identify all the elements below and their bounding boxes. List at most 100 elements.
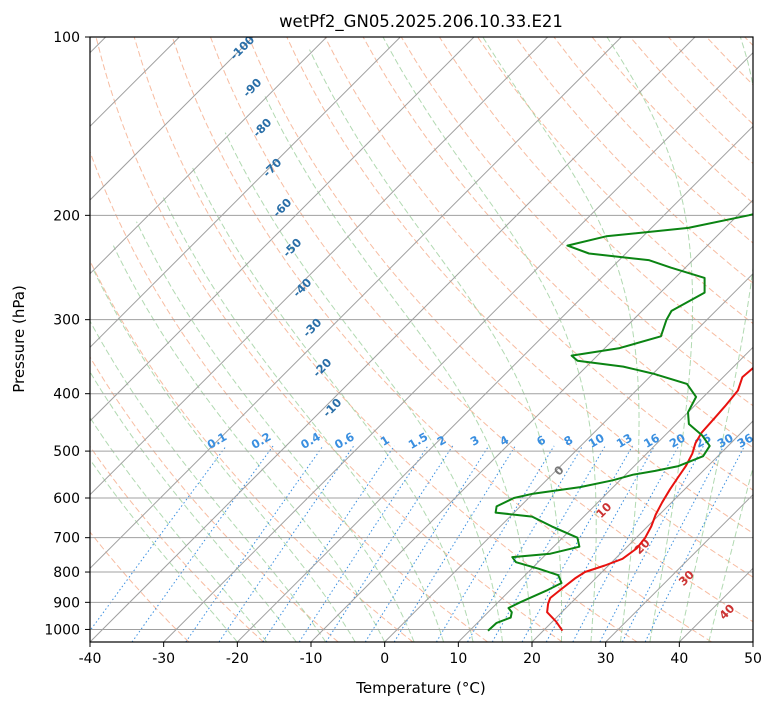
y-tick-label: 300	[53, 313, 80, 329]
moist-adiabat-line	[678, 37, 753, 642]
mixing-ratio-label: 20	[667, 431, 688, 451]
mixing-ratio-label: 0.4	[298, 429, 323, 451]
x-tick-label: 30	[597, 651, 615, 667]
mixing-ratio-label: 13	[614, 431, 635, 451]
mixing-ratio-label: 30	[715, 431, 736, 451]
isotherm-line	[90, 37, 401, 349]
y-tick-label: 900	[53, 595, 80, 611]
dry-adiabat-line	[133, 37, 638, 642]
moist-adiabat-line	[90, 370, 297, 642]
moist-adiabat-line	[91, 267, 356, 642]
x-tick-label: -20	[226, 651, 249, 667]
y-tick-label: 1000	[44, 622, 80, 638]
mixing-ratio-line	[467, 445, 584, 642]
isotherm-label: -30	[300, 315, 325, 340]
mixing-ratio-label: 1.5	[406, 429, 431, 451]
isotherm-label: -70	[260, 155, 285, 180]
y-tick-label: 600	[53, 491, 80, 507]
y-tick-label: 700	[53, 531, 80, 547]
mixing-ratio-line	[621, 445, 725, 642]
dry-adiabat-line	[744, 37, 753, 47]
mixing-ratio-label: 2	[435, 433, 449, 449]
moist-adiabat-line	[309, 49, 563, 642]
x-tick-label: 0	[380, 651, 389, 667]
isotherm-line	[90, 37, 328, 275]
mixing-ratio-line	[545, 445, 656, 642]
isotherm-line	[531, 420, 753, 642]
isotherm-line	[457, 346, 753, 642]
moist-adiabat-line	[90, 458, 238, 642]
moist-adiabat-line	[90, 320, 327, 642]
x-tick-label: 10	[449, 651, 467, 667]
isotherm-line	[90, 37, 475, 422]
dry-adiabat-line	[90, 356, 339, 642]
mixing-ratio-line	[521, 445, 633, 642]
isotherm-line	[236, 125, 753, 642]
dry-adiabat-line	[95, 37, 563, 642]
x-tick-label: 50	[744, 651, 762, 667]
mixing-ratio-line	[435, 445, 555, 642]
mixing-ratio-label: 36	[735, 431, 756, 451]
dry-adiabat-line	[90, 445, 264, 642]
mixing-ratio-line	[644, 445, 746, 642]
isotherm-line	[90, 37, 254, 201]
mixing-ratio-label: 0.6	[332, 429, 357, 451]
isotherm-label: -60	[270, 195, 295, 220]
isotherm-label: -20	[310, 355, 335, 380]
y-tick-label: 400	[53, 387, 80, 403]
y-tick-label: 100	[53, 30, 80, 46]
isotherm-label: -10	[320, 395, 345, 420]
chart-title: wetPf2_GN05.2025.206.10.33.E21	[279, 12, 563, 32]
moist-adiabat-line	[606, 37, 694, 642]
isotherm-line	[678, 567, 753, 642]
x-tick-label: 20	[523, 651, 541, 667]
dry-adiabat-line	[90, 531, 190, 642]
y-axis-title: Pressure (hPa)	[10, 285, 28, 393]
dry-adiabat-line	[400, 37, 753, 407]
mixing-ratio-label: 16	[641, 431, 662, 451]
mixing-ratio-label: 3	[468, 433, 482, 449]
isotherm-label: -90	[240, 75, 265, 100]
dry-adiabat-line	[515, 37, 753, 284]
dry-adiabat-line	[591, 37, 753, 204]
mixing-ratio-line	[131, 445, 274, 642]
isotherm-line	[90, 37, 549, 496]
isotherm-line	[310, 199, 753, 642]
moist-adiabat-line	[136, 221, 415, 642]
moist-adiabat-line	[482, 37, 640, 642]
isotherm-label: -80	[250, 115, 275, 140]
mixing-ratio-label: 10	[586, 431, 607, 451]
y-tick-label: 200	[53, 208, 80, 224]
plot-area: -100-90-80-70-60-50-40-30-20-100.1 0.2 0.4…	[90, 37, 756, 642]
mixing-ratio-line	[599, 445, 704, 642]
x-axis-title: Temperature (°C)	[355, 679, 485, 697]
dewpoint-profile-line	[487, 213, 753, 632]
dry-adiabat-line	[668, 37, 753, 125]
dry-adiabat-line	[90, 259, 414, 642]
dry-adiabat-line	[438, 37, 753, 366]
mixing-ratio-label: 6	[534, 433, 548, 449]
moist-adiabat-line	[382, 37, 597, 642]
moist-adiabat-line	[191, 165, 474, 642]
dry-adiabat-line	[90, 150, 488, 642]
x-tick-label: -10	[300, 651, 323, 667]
isotherm-line	[90, 37, 622, 570]
moist-adiabat-line	[112, 245, 386, 642]
x-tick-label: -30	[152, 651, 175, 667]
moist-adiabat-line	[161, 195, 445, 642]
isotherm-line	[605, 493, 753, 642]
dry-adiabat-line	[706, 37, 753, 86]
moist-adiabat-label: 30	[676, 567, 697, 588]
y-tick-label: 500	[53, 444, 80, 460]
mixing-ratio-line	[185, 445, 324, 642]
mixing-ratio-line	[325, 445, 454, 642]
plot-frame	[89, 36, 754, 643]
isotherm-line	[752, 641, 753, 642]
moist-adiabat-label: 40	[716, 601, 737, 622]
temperature-profile-line	[546, 366, 753, 632]
isotherm-label: -40	[290, 275, 315, 300]
y-tick-label: 800	[53, 565, 80, 581]
mixing-ratio-line	[262, 445, 395, 642]
mixing-ratio-line	[572, 445, 680, 642]
